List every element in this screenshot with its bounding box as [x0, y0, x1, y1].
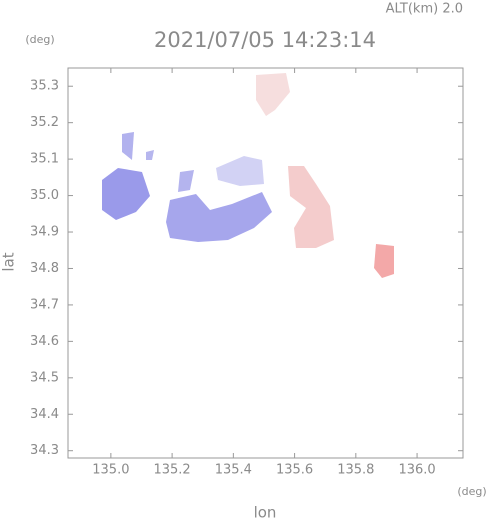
echo — [374, 244, 394, 278]
y-tick-label: 34.4 — [30, 407, 59, 422]
echo — [102, 168, 150, 220]
x-tick-label: 135.2 — [153, 463, 190, 478]
x-tick-label: 135.8 — [337, 463, 374, 478]
y-tick-label: 35.3 — [30, 79, 59, 94]
echo — [216, 156, 264, 186]
y-tick-label: 34.7 — [30, 297, 59, 312]
y-tick-label: 34.6 — [30, 334, 59, 349]
y-tick-label: 34.3 — [30, 443, 59, 458]
chart-title: 2021/07/05 14:23:14 — [154, 28, 376, 52]
x-tick-label: 136.0 — [398, 463, 435, 478]
x-unit: (deg) — [457, 485, 486, 498]
y-tick-label: 34.5 — [30, 370, 59, 385]
y-tick-label: 34.9 — [30, 225, 59, 240]
x-tick-label: 135.4 — [215, 463, 252, 478]
x-tick-label: 135.6 — [276, 463, 313, 478]
echo — [146, 150, 154, 160]
altitude-label: ALT(km) 2.0 — [386, 2, 463, 17]
echo — [288, 166, 334, 248]
x-axis-title: lon — [254, 504, 277, 521]
x-tick-label: 135.0 — [92, 463, 129, 478]
echo — [122, 132, 134, 160]
echo — [256, 73, 290, 116]
y-tick-label: 35.2 — [30, 115, 59, 130]
y-tick-label: 35.1 — [30, 152, 59, 167]
echo — [166, 192, 272, 242]
y-unit: (deg) — [25, 33, 54, 46]
echo — [178, 170, 194, 192]
plot-frame — [67, 67, 464, 459]
y-tick-label: 34.8 — [30, 261, 59, 276]
y-tick-label: 35.0 — [30, 188, 59, 203]
y-axis-title: lat — [0, 252, 18, 271]
radar-echoes — [102, 73, 394, 278]
